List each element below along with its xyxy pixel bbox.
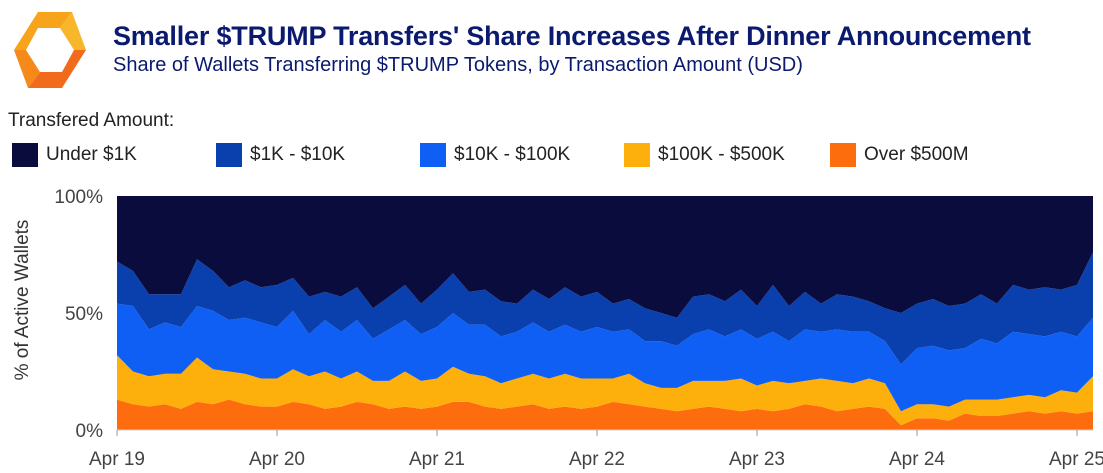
y-tick-label: 0% (76, 421, 104, 442)
legend-label: Under $1K (46, 144, 137, 165)
area-series-10k-100k (117, 303, 1093, 412)
brand-logo-icon (14, 12, 86, 88)
legend-item-under-1k[interactable]: Under $1K (12, 142, 137, 168)
legend-item-over-500m[interactable]: Over $500M (830, 142, 969, 168)
legend-label: $1K - $10K (250, 144, 346, 165)
x-tick-label: Apr 21 (409, 449, 465, 470)
x-tick-label: Apr 20 (249, 449, 305, 470)
legend-swatch (830, 143, 856, 167)
x-tick-label: Apr 24 (889, 449, 945, 470)
legend-label: $100K - $500K (658, 144, 785, 165)
legend-swatch (420, 143, 446, 167)
y-axis: 0% 50% 100% (54, 187, 103, 442)
x-tick-label: Apr 19 (89, 449, 145, 470)
legend-swatch (624, 143, 650, 167)
chart-subtitle: Share of Wallets Transferring $TRUMP Tok… (113, 54, 803, 76)
x-tick-label: Apr 25 (1049, 449, 1103, 470)
area-series-1k-10k (117, 252, 1093, 365)
stacked-area-chart: 0% 50% 100% Apr 19 Apr 20 Apr 21 Apr 22 Apr 23… (12, 187, 1103, 470)
y-tick-label: 50% (65, 304, 103, 325)
legend-swatch (216, 143, 242, 167)
area-layer (117, 196, 1093, 430)
legend-label: Over $500M (864, 144, 969, 165)
x-tick-label: Apr 23 (729, 449, 785, 470)
area-series-under-1k (117, 196, 1093, 318)
legend-swatch (12, 143, 38, 167)
y-axis-label: % of Active Wallets (12, 220, 33, 381)
legend-item-10k-100k[interactable]: $10K - $100K (420, 142, 570, 168)
legend-item-1k-10k[interactable]: $1K - $10K (216, 142, 345, 168)
legend-title: Transfered Amount: (8, 110, 175, 131)
x-tick-label: Apr 22 (569, 449, 625, 470)
area-series-100k-500k (117, 355, 1093, 426)
legend-item-100k-500k[interactable]: $100K - $500K (624, 142, 785, 168)
chart-title: Smaller $TRUMP Transfers' Share Increase… (113, 21, 1031, 51)
y-tick-label: 100% (54, 187, 103, 208)
legend-label: $10K - $100K (454, 144, 571, 165)
x-axis: Apr 19 Apr 20 Apr 21 Apr 22 Apr 23 Apr 24 Apr … (89, 429, 1103, 470)
area-series-over-500m (117, 399, 1093, 430)
